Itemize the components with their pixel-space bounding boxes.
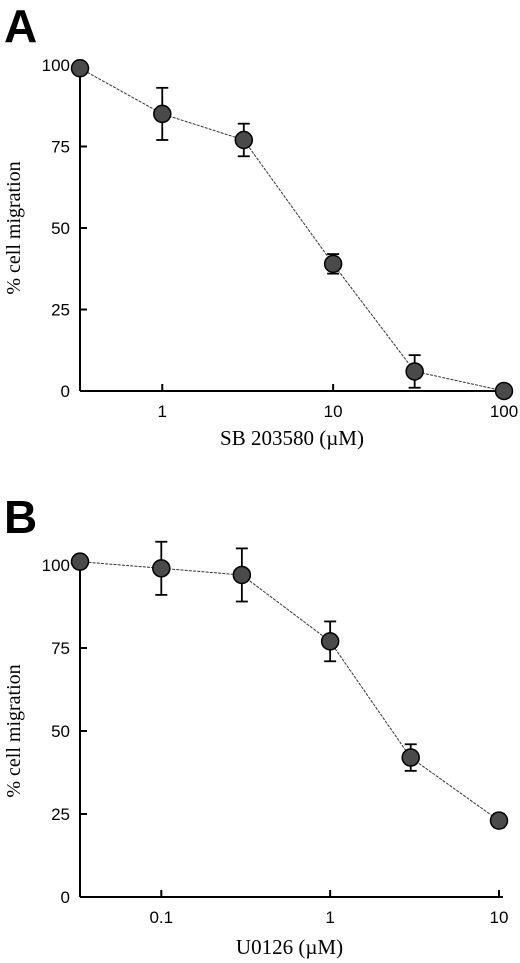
panel-a: A 0 25 50 75 100 1 10 100 SB 203580 (µM) % cell m… — [3, 0, 518, 450]
y-tick-label: 0 — [61, 382, 70, 401]
y-tick-label: 25 — [51, 301, 70, 320]
x-tick-label: 100 — [490, 402, 518, 421]
data-point — [153, 104, 172, 124]
data-point — [152, 559, 171, 578]
x-tick-label: 10 — [324, 402, 343, 421]
series-line — [79, 67, 505, 392]
y-tick-label: 75 — [51, 639, 70, 658]
y-tick-label: 50 — [51, 722, 70, 741]
data-point — [320, 632, 340, 651]
x-tick-label: 1 — [325, 908, 334, 927]
data-point — [70, 552, 90, 571]
data-point — [234, 130, 254, 150]
panel-a-letter: A — [4, 0, 37, 52]
panel-b: B 0 25 50 75 100 0.1 1 10 U0126 (µM) % cell migra… — [3, 491, 508, 959]
y-tick-label: 0 — [61, 888, 70, 907]
x-axis-title: SB 203580 (µM) — [220, 426, 364, 450]
data-point — [494, 381, 514, 401]
x-tick-label: 0.1 — [149, 908, 173, 927]
data-point — [232, 565, 252, 585]
y-axis-title: % cell migration — [3, 664, 25, 797]
panel-b-letter: B — [4, 491, 37, 543]
x-axis-title: U0126 (µM) — [236, 935, 343, 959]
series-line — [79, 561, 500, 822]
y-tick-label: 100 — [42, 56, 70, 75]
x-tick-label: 1 — [158, 402, 167, 421]
y-tick-label: 100 — [42, 556, 70, 575]
y-tick-label: 25 — [51, 805, 70, 824]
y-tick-label: 50 — [51, 219, 70, 238]
data-point — [70, 59, 90, 78]
y-axis-title: % cell migration — [3, 161, 25, 294]
data-point — [405, 362, 424, 381]
y-tick-label: 75 — [51, 138, 70, 157]
data-point — [489, 811, 509, 830]
x-tick-label: 10 — [490, 908, 509, 927]
data-point — [401, 748, 420, 767]
data-point — [323, 254, 343, 274]
